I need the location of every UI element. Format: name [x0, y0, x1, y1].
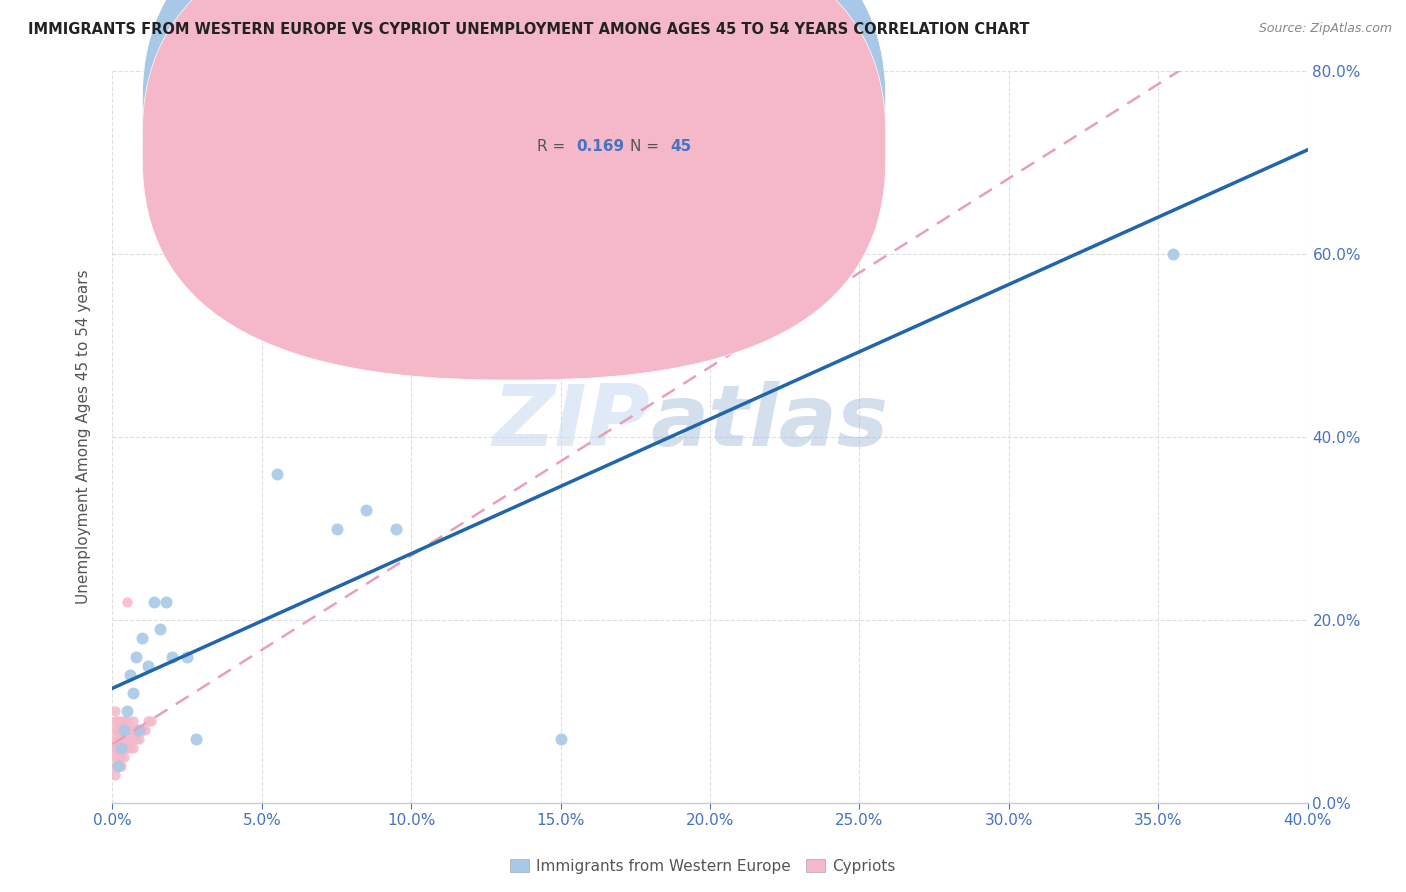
Point: [117, 740, 139, 755]
Point: [125, 731, 148, 746]
FancyBboxPatch shape: [142, 0, 886, 345]
Y-axis label: Unemployment Among Ages 45 to 54 years: Unemployment Among Ages 45 to 54 years: [76, 269, 91, 605]
Text: IMMIGRANTS FROM WESTERN EUROPE VS CYPRIOT UNEMPLOYMENT AMONG AGES 45 TO 54 YEARS: IMMIGRANTS FROM WESTERN EUROPE VS CYPRIO…: [28, 22, 1029, 37]
Legend: Immigrants from Western Europe, Cypriots: Immigrants from Western Europe, Cypriots: [505, 853, 901, 880]
Point: [107, 714, 129, 728]
Point: [125, 649, 148, 664]
Point: [114, 723, 135, 737]
Point: [117, 731, 139, 746]
Point: [138, 714, 160, 728]
Point: [104, 740, 127, 755]
Point: [122, 731, 145, 746]
Point: [104, 714, 127, 728]
Point: [104, 705, 127, 719]
Point: [818, 219, 841, 234]
Point: [138, 658, 160, 673]
Point: [117, 594, 139, 608]
Point: [107, 740, 129, 755]
Point: [107, 759, 129, 773]
Text: 0.766: 0.766: [576, 104, 624, 120]
Point: [131, 723, 153, 737]
Point: [114, 750, 135, 764]
Point: [122, 723, 145, 737]
Point: [122, 714, 145, 728]
Text: R =: R =: [537, 104, 569, 120]
Point: [120, 731, 142, 746]
Point: [134, 723, 156, 737]
Point: [125, 723, 148, 737]
Point: [131, 632, 153, 646]
Point: [110, 714, 132, 728]
Point: [162, 649, 183, 664]
Point: [107, 750, 129, 764]
Point: [186, 731, 208, 746]
Point: [104, 759, 127, 773]
Point: [114, 731, 135, 746]
Point: [120, 740, 142, 755]
Point: [143, 594, 166, 608]
Text: 22: 22: [671, 104, 692, 120]
Point: [114, 714, 135, 728]
Text: 45: 45: [671, 139, 692, 154]
Text: atlas: atlas: [651, 381, 889, 464]
Point: [114, 723, 135, 737]
Point: [110, 750, 132, 764]
Point: [110, 740, 132, 755]
Text: Source: ZipAtlas.com: Source: ZipAtlas.com: [1258, 22, 1392, 36]
Point: [114, 740, 135, 755]
Point: [104, 731, 127, 746]
Point: [128, 731, 150, 746]
Point: [149, 622, 172, 636]
Point: [325, 521, 347, 535]
Text: N =: N =: [630, 104, 664, 120]
Point: [104, 723, 127, 737]
Point: [120, 723, 142, 737]
Point: [176, 649, 198, 664]
Point: [385, 521, 408, 535]
Point: [550, 731, 572, 746]
Point: [110, 759, 132, 773]
Point: [155, 594, 177, 608]
Point: [110, 731, 132, 746]
Point: [128, 723, 150, 737]
Point: [117, 705, 139, 719]
Point: [107, 723, 129, 737]
Point: [266, 467, 288, 481]
Point: [117, 723, 139, 737]
Point: [107, 731, 129, 746]
Point: [122, 686, 145, 700]
Point: [104, 740, 127, 755]
Text: N =: N =: [630, 139, 664, 154]
Point: [117, 714, 139, 728]
Point: [120, 667, 142, 681]
Point: [110, 740, 132, 755]
Text: ZIP: ZIP: [492, 381, 651, 464]
Point: [104, 768, 127, 782]
FancyBboxPatch shape: [489, 90, 770, 174]
Point: [110, 723, 132, 737]
Point: [1161, 247, 1184, 261]
FancyBboxPatch shape: [142, 0, 886, 380]
Point: [356, 503, 378, 517]
Point: [107, 759, 129, 773]
Point: [104, 750, 127, 764]
Point: [122, 740, 145, 755]
Text: R =: R =: [537, 139, 569, 154]
Text: 0.169: 0.169: [576, 139, 624, 154]
Point: [141, 714, 163, 728]
